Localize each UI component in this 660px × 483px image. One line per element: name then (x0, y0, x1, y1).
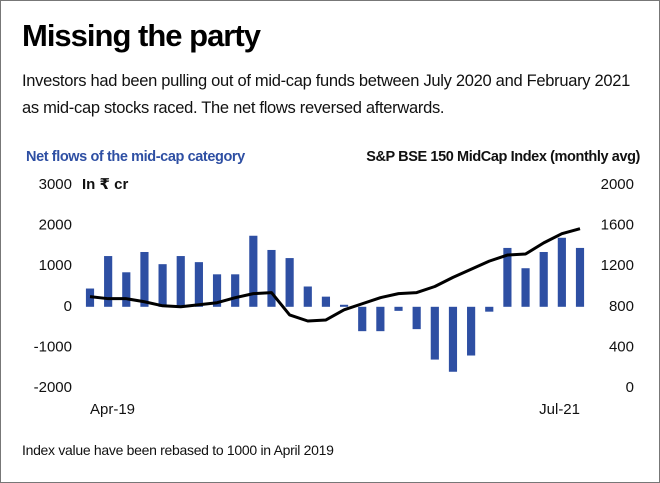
y-axis-title: Net flows of the mid-cap category (26, 149, 245, 165)
bar (358, 306, 367, 332)
bar (557, 237, 566, 307)
y-tick-label: 0 (64, 298, 72, 315)
y2-tick-label: 1200 (601, 257, 634, 274)
y-tick-label: 1000 (39, 257, 72, 274)
y2-tick-label: 2000 (601, 176, 634, 193)
y2-axis-title: S&P BSE 150 MidCap Index (monthly avg) (366, 149, 640, 165)
x-tick-label: Apr-19 (90, 401, 135, 418)
bar (140, 251, 149, 307)
chart-title: Missing the party (22, 18, 261, 53)
bar (231, 274, 240, 307)
y2-tick-label: 0 (626, 379, 634, 396)
bar (122, 272, 131, 307)
bar (176, 256, 185, 307)
bar (194, 262, 203, 307)
footnote: Index value have been rebased to 1000 in… (22, 442, 334, 458)
bar (104, 256, 113, 307)
y-tick-label: 2000 (39, 217, 72, 234)
bar (376, 306, 385, 332)
bar (412, 306, 421, 330)
bar (503, 247, 512, 307)
x-tick-label: Jul-21 (539, 401, 580, 418)
y2-tick-label: 400 (609, 338, 634, 355)
bar (249, 235, 258, 307)
bar (303, 286, 312, 307)
bar (448, 306, 458, 372)
y-tick-label: 3000 (39, 176, 72, 193)
bar (158, 264, 167, 307)
bar (521, 268, 530, 307)
bar (339, 304, 349, 307)
bar (285, 258, 294, 307)
y2-tick-label: 800 (609, 298, 634, 315)
bar (267, 249, 276, 307)
y-tick-label: -2000 (34, 379, 72, 396)
y-tick-label: -1000 (34, 338, 72, 355)
chart-subtitle: Investors had been pulling out of mid-ca… (22, 72, 631, 117)
y2-tick-label: 1600 (601, 217, 634, 234)
bar (321, 296, 331, 307)
bar (539, 251, 548, 307)
bar (485, 306, 494, 312)
bar (467, 306, 476, 356)
bar (575, 247, 585, 307)
line (89, 227, 581, 323)
unit-annotation: In ₹ cr (82, 176, 128, 193)
bar (394, 306, 403, 311)
bar (430, 306, 439, 360)
bar (212, 274, 222, 307)
